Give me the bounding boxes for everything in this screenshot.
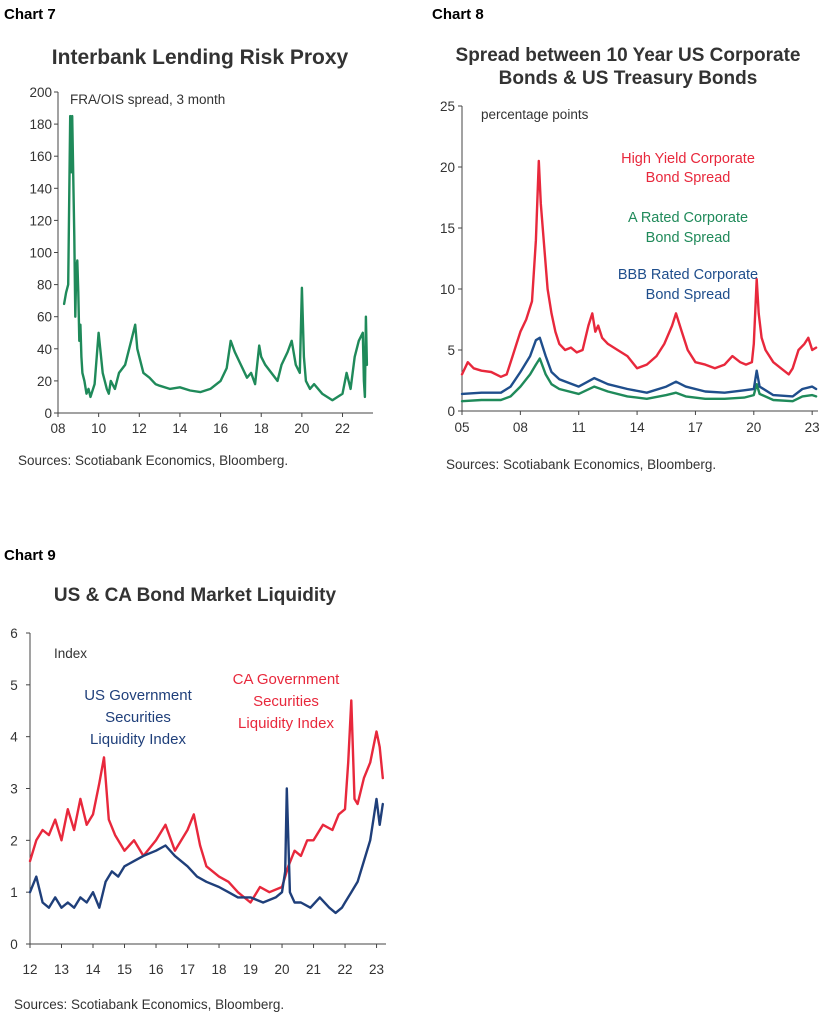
chart-7-y-tick-label: 0: [44, 406, 52, 421]
chart-9-series-label: CA Government: [233, 671, 341, 688]
chart-7-y-tick-label: 40: [37, 342, 52, 357]
chart-7-y-tick-label: 160: [29, 149, 52, 164]
chart-8-series-label: Bond Spread: [646, 287, 731, 303]
chart-8-source: Sources: Scotiabank Economics, Bloomberg…: [446, 457, 717, 472]
chart-7-y-tick-label: 60: [37, 310, 52, 325]
chart-7-title: Interbank Lending Risk Proxy: [51, 46, 349, 69]
chart-8-series-line-1: [460, 159, 818, 378]
chart-9-series-label: Liquidity Index: [90, 731, 186, 748]
chart-8-series-label: Bond Spread: [646, 170, 731, 186]
chart-7-y-tick-label: 200: [29, 85, 52, 100]
chart-7-y-tick-label: 80: [37, 278, 52, 293]
chart-9-axis-note: Index: [54, 646, 87, 661]
chart-7-source: Sources: Scotiabank Economics, Bloomberg…: [18, 453, 289, 468]
chart-9-x-tick-label: 17: [180, 962, 195, 977]
chart-9-x-tick-label: 20: [275, 962, 290, 977]
chart-9-x-tick-label: 14: [85, 962, 101, 977]
chart-8-y-tick-label: 25: [440, 99, 455, 114]
chart-8-series-label: BBB Rated Corporate: [618, 267, 758, 283]
chart-9-series-label: Securities: [105, 709, 171, 726]
chart-9-x-tick-label: 16: [149, 962, 164, 977]
chart-7-y-tick-label: 180: [29, 117, 52, 132]
chart-7-number: Chart 7: [4, 6, 56, 23]
chart-9-x-tick-label: 19: [243, 962, 258, 977]
chart-9-x-tick-label: 23: [369, 962, 384, 977]
chart-8-axis-note: percentage points: [481, 107, 589, 122]
chart-7-x-tick-label: 22: [335, 421, 350, 436]
chart-7-x-tick-label: 10: [91, 421, 106, 436]
chart-9-x-tick-label: 18: [212, 962, 227, 977]
chart-9-y-tick-label: 4: [10, 730, 18, 745]
chart-8-title-line-1: Spread between 10 Year US Corporate: [455, 45, 801, 66]
chart-9-x-tick-label: 12: [22, 962, 37, 977]
chart-8-x-tick-label: 23: [805, 420, 820, 435]
chart-8-x-tick-label: 17: [688, 420, 703, 435]
chart-9-series-label: Securities: [253, 693, 319, 710]
chart-9-number: Chart 9: [4, 547, 56, 564]
chart-8-series-label: High Yield Corporate: [621, 151, 755, 167]
chart-9-y-tick-label: 6: [10, 626, 18, 641]
chart-9-x-tick-label: 15: [117, 962, 132, 977]
chart-8-y-tick-label: 15: [440, 221, 455, 236]
chart-7-x-tick-label: 20: [294, 421, 309, 436]
chart-9-x-tick-label: 13: [54, 962, 69, 977]
chart-9-y-tick-label: 1: [10, 885, 18, 900]
chart-8-title: Spread between 10 Year US Corporate Bond…: [430, 44, 826, 90]
chart-9-y-tick-label: 0: [10, 937, 18, 952]
chart-7-y-tick-label: 140: [29, 181, 52, 196]
chart-7-x-tick-label: 12: [132, 421, 147, 436]
chart-9-source: Sources: Scotiabank Economics, Bloomberg…: [14, 997, 285, 1012]
chart-9-series-line-2: [28, 787, 384, 915]
chart-8-x-tick-label: 11: [572, 420, 586, 435]
chart-7-series-line-1: [62, 114, 369, 402]
chart-8-x-tick-label: 08: [513, 420, 528, 435]
chart-7-axis-note: FRA/OIS spread, 3 month: [70, 92, 225, 107]
chart-8-series-label: A Rated Corporate: [628, 210, 748, 226]
chart-8-y-tick-label: 20: [440, 160, 455, 175]
chart-9-x-tick-label: 21: [306, 962, 321, 977]
chart-8-y-tick-label: 5: [447, 343, 455, 358]
chart-9-y-tick-label: 2: [10, 833, 18, 848]
chart-8-number: Chart 8: [432, 6, 484, 23]
chart-9-x-tick-label: 22: [338, 962, 353, 977]
chart-8-series-label: Bond Spread: [646, 230, 731, 246]
chart-8-y-tick-label: 10: [440, 282, 455, 297]
chart-9-title: US & CA Bond Market Liquidity: [53, 585, 337, 606]
chart-8-series-line-2: [460, 357, 818, 403]
chart-8-y-tick-label: 0: [447, 404, 455, 419]
chart-7-y-tick-label: 20: [37, 374, 52, 389]
chart-9-series-label: US Government: [84, 687, 192, 704]
chart-7-x-tick-label: 14: [172, 421, 188, 436]
chart-8-series-line-3: [460, 336, 818, 398]
chart-8-x-tick-label: 20: [746, 420, 761, 435]
chart-7-x-tick-label: 16: [213, 421, 228, 436]
chart-7-x-tick-label: 08: [50, 421, 65, 436]
chart-8-title-line-2: Bonds & US Treasury Bonds: [498, 68, 758, 89]
chart-7-y-tick-label: 100: [29, 246, 52, 261]
chart-8-x-tick-label: 05: [454, 420, 469, 435]
chart-9-series-line-1: [28, 699, 384, 904]
chart-9-y-tick-label: 3: [10, 782, 18, 797]
chart-7-y-tick-label: 120: [29, 213, 52, 228]
chart-9-y-tick-label: 5: [10, 678, 18, 693]
chart-8-x-tick-label: 14: [630, 420, 646, 435]
chart-7-x-tick-label: 18: [254, 421, 269, 436]
chart-9-series-label: Liquidity Index: [238, 715, 334, 732]
